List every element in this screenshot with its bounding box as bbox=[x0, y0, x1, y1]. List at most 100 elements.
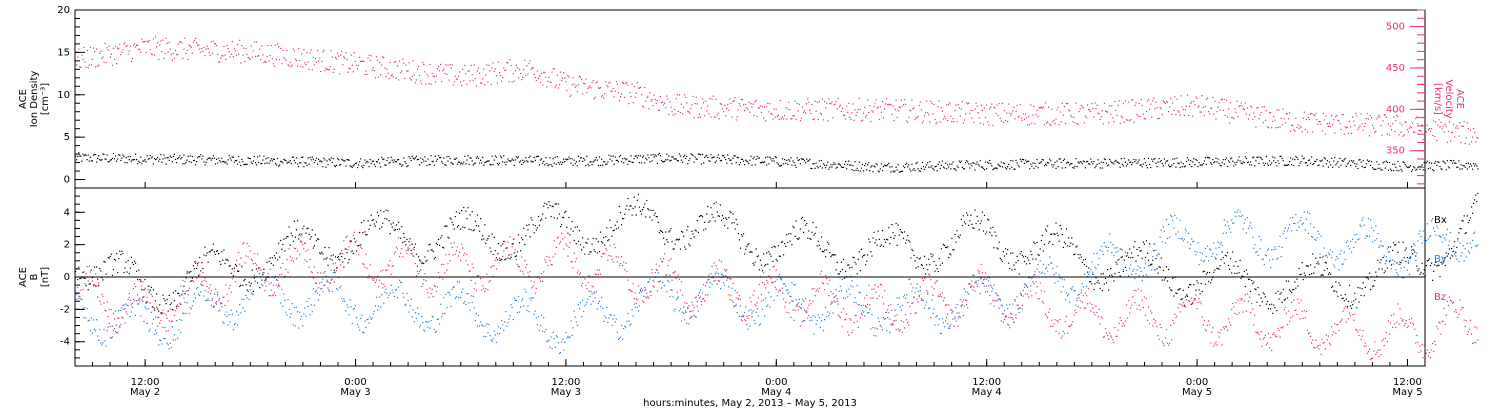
data-point bbox=[106, 154, 108, 156]
data-point bbox=[1286, 297, 1289, 299]
data-point bbox=[1227, 264, 1230, 267]
data-point bbox=[578, 230, 581, 232]
data-point bbox=[486, 160, 488, 162]
data-point bbox=[319, 294, 321, 296]
data-point bbox=[695, 96, 697, 98]
data-point bbox=[788, 159, 790, 161]
data-point bbox=[1101, 110, 1103, 112]
data-point bbox=[1186, 94, 1189, 96]
data-point bbox=[1030, 290, 1032, 292]
data-point bbox=[146, 322, 148, 325]
data-point bbox=[1367, 118, 1370, 120]
data-point bbox=[754, 261, 756, 263]
data-point bbox=[1303, 272, 1305, 274]
data-point bbox=[1097, 112, 1099, 114]
data-point bbox=[1297, 158, 1299, 161]
data-point bbox=[499, 74, 502, 77]
data-point bbox=[775, 258, 777, 261]
data-point bbox=[672, 114, 674, 116]
data-point bbox=[1024, 159, 1027, 161]
data-point bbox=[1112, 117, 1114, 119]
data-point bbox=[944, 117, 947, 120]
data-point bbox=[81, 54, 83, 56]
data-point bbox=[493, 236, 495, 239]
data-point bbox=[1341, 297, 1343, 300]
data-point bbox=[887, 164, 889, 166]
data-point bbox=[141, 163, 143, 165]
data-point bbox=[586, 92, 588, 94]
data-point bbox=[1240, 162, 1242, 164]
data-point bbox=[1322, 165, 1324, 167]
data-point bbox=[1343, 159, 1345, 161]
data-point bbox=[926, 301, 928, 303]
data-point bbox=[607, 240, 609, 242]
data-point bbox=[515, 156, 517, 158]
data-point bbox=[1344, 157, 1346, 160]
data-point bbox=[1397, 115, 1399, 118]
data-point bbox=[663, 161, 665, 163]
data-point bbox=[1355, 298, 1357, 300]
data-point bbox=[1432, 279, 1434, 281]
data-point bbox=[613, 163, 615, 165]
data-point bbox=[455, 295, 458, 298]
data-point bbox=[1461, 125, 1463, 127]
data-point bbox=[1454, 136, 1456, 138]
data-point bbox=[197, 263, 199, 265]
data-point bbox=[907, 121, 909, 124]
data-point bbox=[1205, 273, 1208, 275]
data-point bbox=[138, 303, 140, 305]
data-point bbox=[412, 157, 414, 159]
data-point bbox=[428, 164, 430, 166]
data-point bbox=[391, 74, 393, 76]
data-point bbox=[427, 75, 429, 77]
data-point bbox=[623, 162, 625, 164]
data-point bbox=[1061, 233, 1063, 236]
data-point bbox=[1286, 113, 1289, 115]
data-point bbox=[1386, 267, 1388, 269]
data-point bbox=[432, 75, 434, 77]
data-point bbox=[742, 160, 745, 162]
data-point bbox=[534, 159, 536, 161]
data-point bbox=[1226, 116, 1229, 118]
data-point bbox=[629, 205, 631, 207]
data-point bbox=[1230, 102, 1232, 104]
data-point bbox=[622, 82, 624, 84]
data-point bbox=[170, 53, 172, 56]
data-point bbox=[241, 44, 243, 47]
data-point bbox=[943, 326, 946, 328]
data-point bbox=[1233, 265, 1235, 267]
data-point bbox=[1002, 162, 1005, 164]
data-point bbox=[798, 298, 800, 300]
data-point bbox=[659, 155, 662, 157]
data-point bbox=[416, 307, 419, 309]
data-point bbox=[490, 164, 492, 166]
data-point bbox=[545, 157, 547, 159]
data-point bbox=[396, 65, 399, 67]
data-point bbox=[1010, 160, 1012, 162]
data-point bbox=[92, 154, 95, 156]
data-point bbox=[982, 123, 985, 125]
data-point bbox=[1426, 260, 1428, 262]
data-point bbox=[937, 270, 939, 273]
data-point bbox=[819, 326, 821, 329]
data-point bbox=[418, 326, 421, 328]
data-point bbox=[287, 64, 289, 66]
data-point bbox=[701, 98, 704, 100]
data-point bbox=[678, 94, 681, 96]
data-point bbox=[1125, 165, 1128, 167]
data-point bbox=[461, 210, 463, 212]
data-point bbox=[152, 163, 155, 165]
data-point bbox=[278, 165, 280, 167]
data-point bbox=[667, 98, 669, 100]
data-point bbox=[244, 278, 246, 281]
data-point bbox=[369, 158, 371, 161]
data-point bbox=[329, 65, 331, 68]
data-point bbox=[244, 163, 246, 165]
data-point bbox=[123, 271, 125, 274]
data-point bbox=[842, 297, 845, 299]
data-point bbox=[595, 82, 597, 84]
data-point bbox=[1294, 281, 1296, 283]
data-point bbox=[740, 158, 743, 161]
data-point bbox=[1460, 228, 1462, 230]
data-point bbox=[909, 241, 911, 243]
